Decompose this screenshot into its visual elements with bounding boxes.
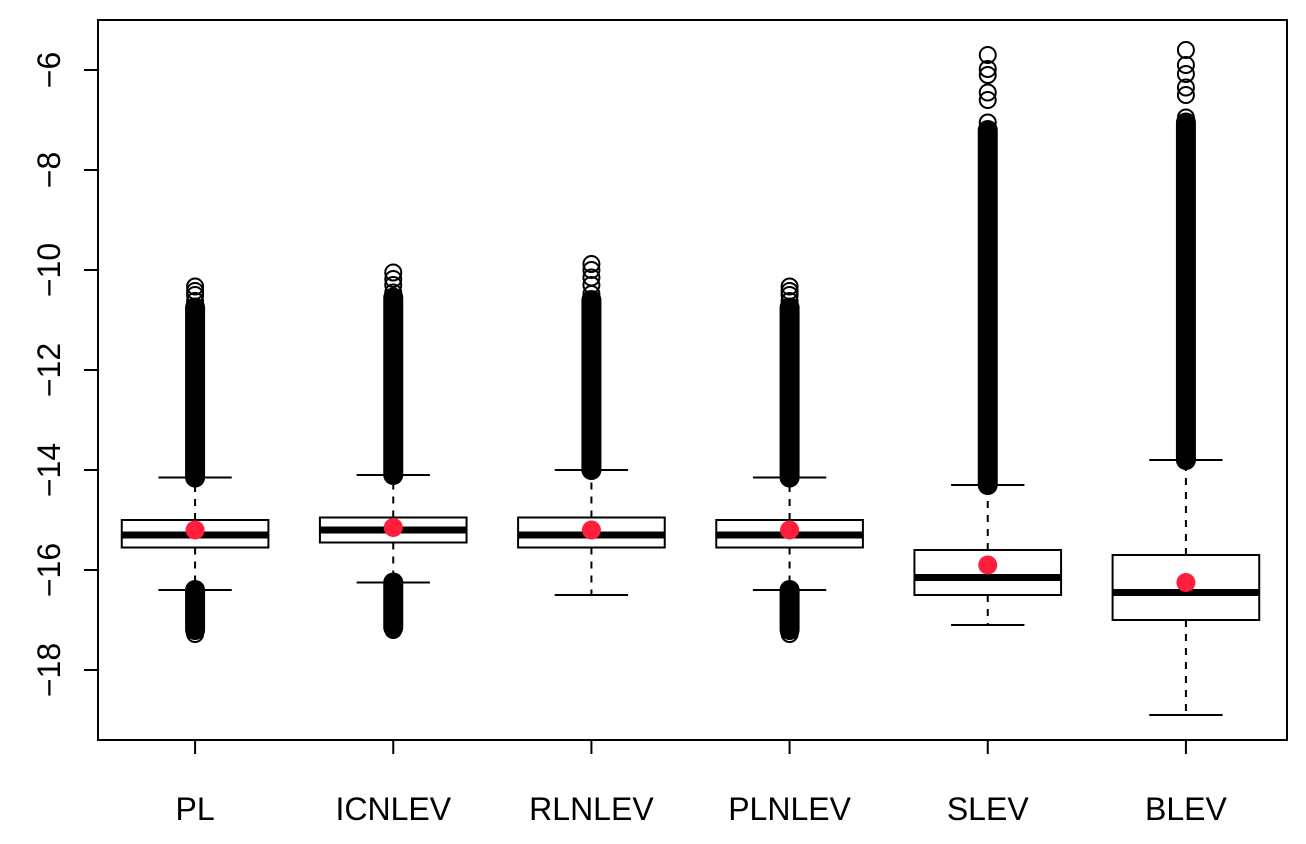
outlier-point	[978, 91, 997, 109]
y-tick-label: −6	[31, 52, 67, 88]
y-tick-label: −18	[31, 643, 67, 697]
x-tick-label: PL	[176, 791, 215, 827]
outlier-point	[780, 282, 799, 300]
outlier-point	[978, 60, 997, 78]
box-iqr	[1111, 554, 1261, 621]
mean-point	[383, 518, 403, 537]
outlier-point	[1176, 86, 1195, 104]
outlier-point	[186, 292, 205, 310]
y-tick-label: −16	[31, 543, 67, 597]
outlier-point	[780, 292, 799, 310]
mean-point	[780, 520, 800, 540]
outlier-point	[1176, 108, 1195, 127]
outlier-point	[582, 261, 601, 279]
y-axis: −18 −16 −14 −12 −10 −8 −6	[31, 52, 99, 697]
y-tick-label: −8	[31, 152, 67, 188]
outlier-point	[186, 277, 205, 296]
x-tick-label: SLEV	[947, 791, 1029, 827]
outlier-point	[978, 46, 997, 64]
outlier-point	[780, 277, 799, 296]
outlier-point	[1176, 41, 1195, 59]
outlier-point	[978, 66, 997, 84]
outlier-point	[384, 283, 403, 302]
outlier-point	[384, 270, 403, 288]
outlier-point	[582, 255, 601, 273]
box-group-slev	[913, 46, 1063, 626]
x-tick-label: RLNLEV	[529, 791, 654, 827]
y-tick-label: −10	[31, 243, 67, 297]
boxes-layer	[120, 41, 1261, 716]
box-group-pl	[120, 277, 270, 643]
x-axis: PL ICNLEV RLNLEV PLNLEV SLEV BLEV	[176, 740, 1227, 827]
outlier-point	[1176, 65, 1195, 83]
outlier-point	[186, 282, 205, 300]
mean-point	[1176, 573, 1196, 592]
outlier-point	[384, 621, 403, 639]
outlier-point	[582, 268, 601, 287]
box-group-blev	[1111, 41, 1261, 716]
box-group-rlnlev	[517, 255, 666, 596]
y-tick-label: −12	[31, 343, 67, 397]
mean-point	[185, 520, 205, 540]
box-group-plnlev	[715, 277, 864, 643]
x-tick-label: ICNLEV	[335, 791, 451, 827]
outlier-point	[384, 276, 403, 294]
outlier-point	[978, 83, 997, 102]
box-group-icnlev	[318, 263, 468, 639]
outlier-point	[780, 625, 799, 643]
plot-frame	[97, 19, 1288, 741]
outlier-point	[186, 625, 205, 643]
x-tick-label: BLEV	[1145, 791, 1227, 827]
mean-point	[978, 555, 998, 575]
outlier-point	[978, 113, 997, 132]
outlier-point	[384, 263, 403, 282]
y-tick-label: −14	[31, 443, 67, 497]
outlier-point	[1176, 78, 1195, 97]
mean-point	[581, 520, 601, 540]
x-tick-label: PLNLEV	[728, 791, 851, 827]
